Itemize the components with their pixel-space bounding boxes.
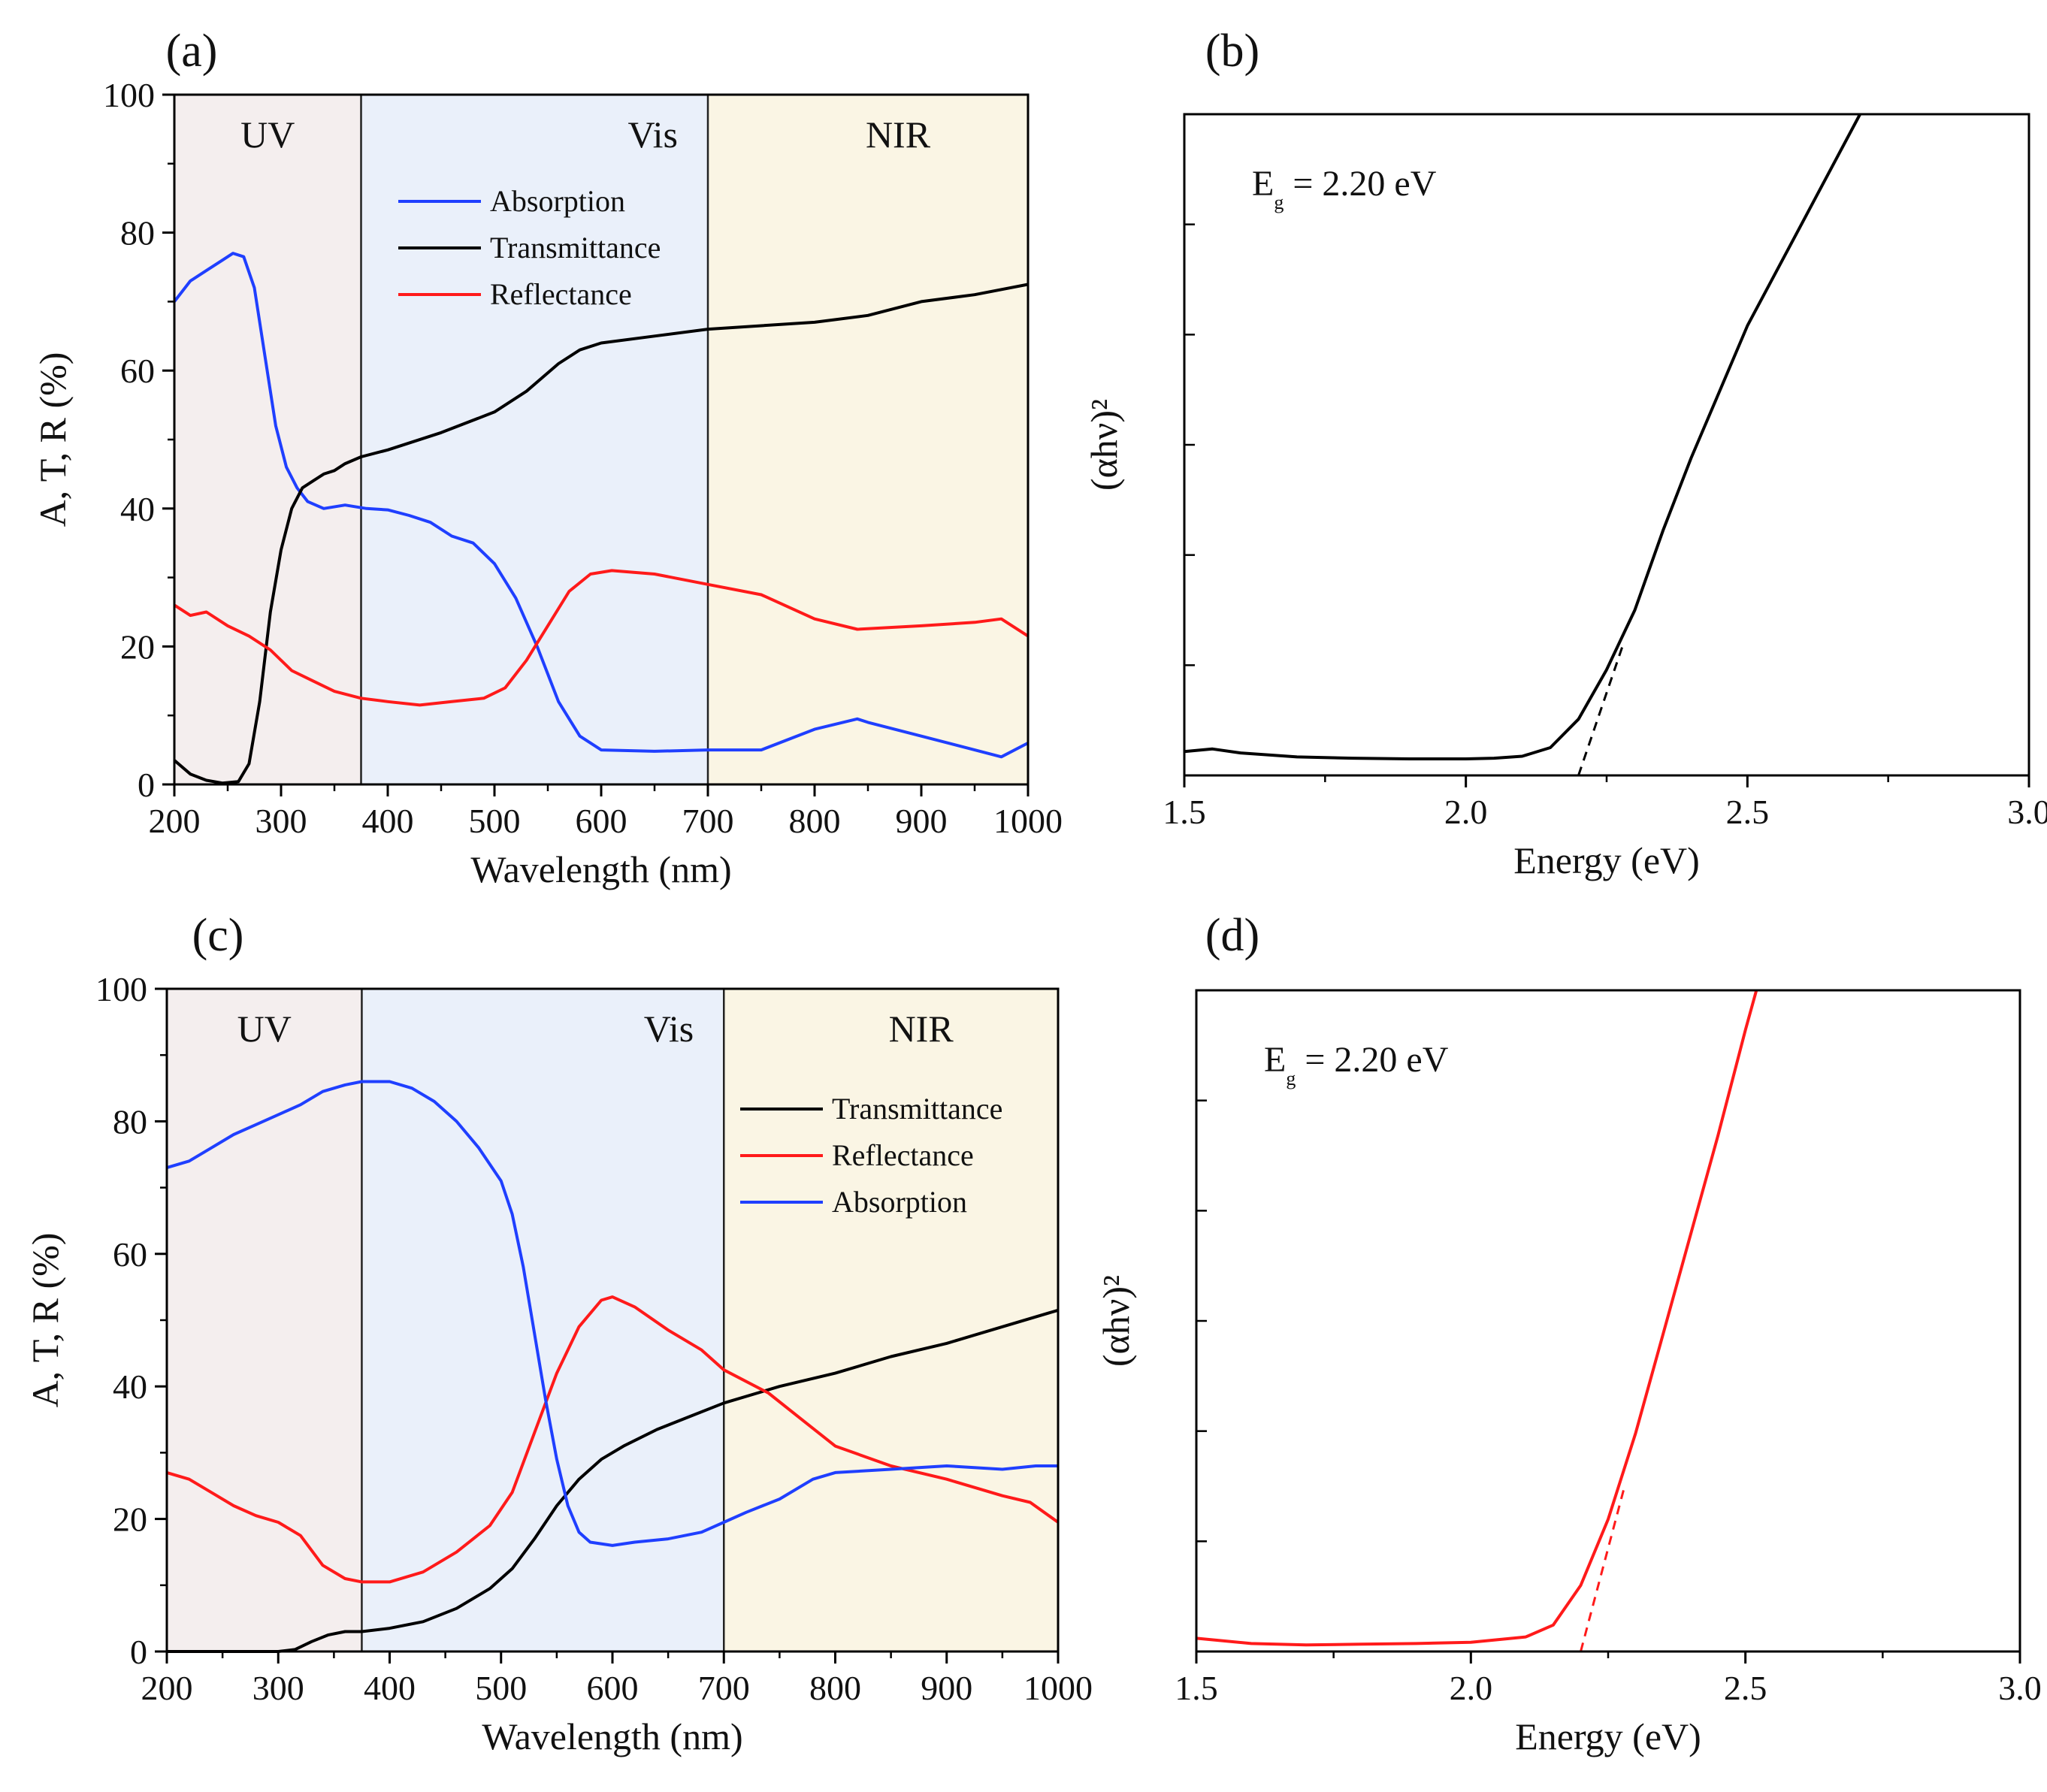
y-tick-label: 20 [120,627,155,666]
y-tick-label: 80 [120,214,155,252]
x-tick-label: 1000 [993,802,1063,840]
y-tick-label: 80 [113,1102,147,1141]
x-tick-label: 700 [682,802,734,840]
panel-c-spectra-chart: UV Vis NIR 200 300 400 500 600 700 800 900 1000 0 20 4… [24,910,1093,1757]
x-axis-label: Energy (eV) [1513,839,1700,881]
series-line-transmittance [173,283,1029,785]
x-tick-label: 400 [364,1669,416,1707]
panel-label: (c) [192,910,244,961]
x-tick-label: 3.0 [1998,1669,2042,1707]
plot-frame [1183,113,2030,777]
y-tick-label: 40 [113,1367,147,1406]
panel-label: (a) [166,26,218,77]
y-axis-label: A, T, R (%) [32,352,74,527]
x-axis-label: Energy (eV) [1515,1715,1701,1757]
series-line-absorption [166,1080,1058,1547]
x-tick-label: 2.5 [1724,1669,1767,1707]
region-label-uv: UV [240,113,295,156]
region-label-uv: UV [237,1008,292,1050]
region-label-nir: NIR [889,1008,954,1050]
band-gap-value: = 2.20 eV [1284,164,1436,204]
region-band-uv [167,989,362,1651]
region-label-vis: Vis [644,1008,694,1050]
series-line-transmittance [167,1308,1059,1653]
series-line-linear-fit [1580,1485,1626,1652]
y-tick-label: 60 [113,1235,147,1274]
x-axis-label: Wavelength (nm) [470,848,731,890]
band-gap-subscript: g [1286,1068,1296,1089]
x-tick-label: 200 [141,1669,193,1707]
x-tick-label: 800 [789,802,841,840]
band-gap-annotation: Eg = 2.20 eV [1252,164,1437,213]
y-axis-label: (αhν)² [1083,399,1125,491]
x-tick-label: 700 [698,1669,750,1707]
band-gap-symbol: E [1252,164,1274,204]
region-band-nir [708,95,1028,784]
x-tick-label: 600 [587,1669,639,1707]
panel-label: (d) [1205,910,1259,961]
x-tick-label: 200 [149,802,201,840]
series-line-absorption [173,252,1029,759]
series-line-reflectance [173,569,1030,707]
x-tick-label: 800 [809,1669,861,1707]
region-band-vis [361,989,724,1651]
band-gap-subscript: g [1274,192,1284,213]
x-tick-label: 3.0 [2007,793,2047,831]
x-tick-label: 500 [475,1669,527,1707]
x-tick-label: 2.0 [1450,1669,1493,1707]
y-tick-label: 0 [138,766,155,804]
x-tick-label: 900 [896,802,948,840]
x-tick-label: 900 [921,1669,972,1707]
legend-label-transmittance: Transmittance [832,1092,1002,1126]
series-line-tauc-plot [1184,113,1861,760]
region-label-nir: NIR [866,113,931,156]
x-tick-label: 400 [362,802,414,840]
x-tick-label: 2.5 [1726,793,1770,831]
panel-b-tauc-plot: 1.5 2.0 2.5 3.0 Energy (eV) (αhν)² (b) Eg = 2.2… [1083,26,2047,881]
series-line-linear-fit [1577,642,1625,776]
panel-label: (b) [1205,26,1259,77]
x-axis-label: Wavelength (nm) [482,1715,742,1757]
legend-label-reflectance: Reflectance [490,277,632,311]
band-gap-value: = 2.20 eV [1296,1040,1448,1080]
panel-d-tauc-plot: 1.5 2.0 2.5 3.0 Energy (eV) (αhν)² (d) Eg = 2.2… [1095,910,2042,1757]
y-tick-label: 100 [103,76,155,114]
legend-label-absorption: Absorption [490,184,625,218]
panel-a-spectra-chart: UV Vis NIR 200 300 400 500 600 700 800 900 1000 0 20 4… [32,26,1063,890]
series-line-tauc-plot [1196,990,1758,1647]
x-tick-label: 1000 [1024,1669,1093,1707]
region-band-nir [724,989,1058,1651]
y-axis-label: (αhν)² [1095,1275,1137,1367]
band-gap-annotation: Eg = 2.20 eV [1264,1040,1449,1089]
x-tick-label: 2.0 [1444,793,1488,831]
x-tick-label: 600 [576,802,627,840]
x-tick-label: 300 [252,1669,304,1707]
region-label-vis: Vis [628,113,678,156]
x-tick-label: 300 [255,802,307,840]
y-tick-label: 100 [95,970,147,1008]
x-tick-label: 1.5 [1163,793,1206,831]
y-tick-label: 40 [120,490,155,528]
y-tick-label: 60 [120,352,155,390]
legend-label-absorption: Absorption [832,1185,967,1219]
y-tick-label: 20 [113,1500,147,1539]
band-gap-symbol: E [1264,1040,1286,1080]
x-tick-label: 500 [469,802,521,840]
y-tick-label: 0 [130,1633,147,1671]
y-axis-label: A, T, R (%) [24,1233,66,1408]
region-band-uv [174,95,361,784]
legend-label-transmittance: Transmittance [490,231,661,264]
x-tick-label: 1.5 [1175,1669,1218,1707]
legend-label-reflectance: Reflectance [832,1138,974,1172]
